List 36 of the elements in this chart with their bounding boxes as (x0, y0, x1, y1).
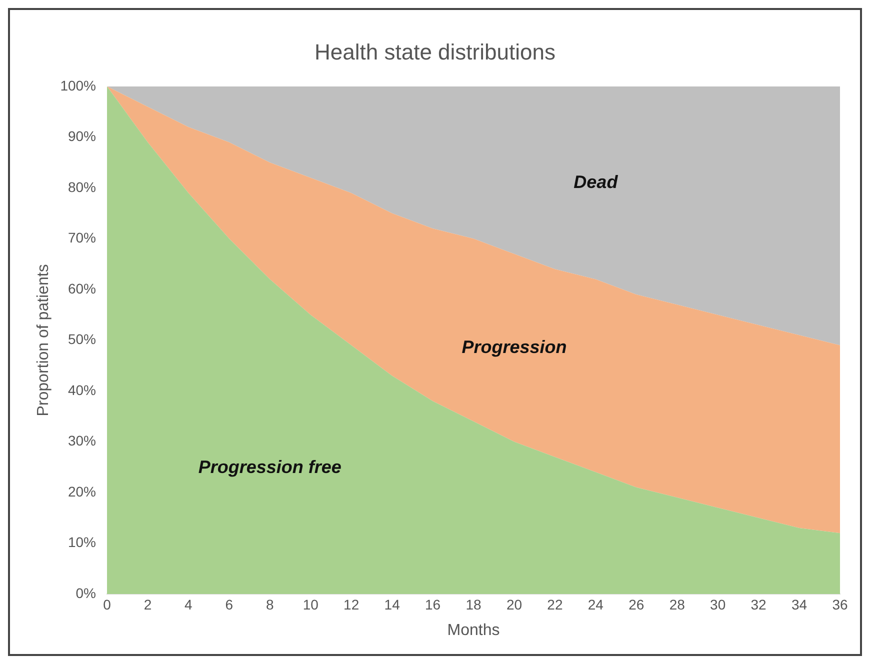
x-tick-label: 14 (384, 596, 400, 612)
x-tick-label: 12 (344, 596, 360, 612)
x-tick-label: 24 (588, 596, 604, 612)
x-tick-label: 36 (832, 596, 848, 612)
y-tick-label: 80% (68, 178, 96, 195)
x-tick-label: 16 (424, 596, 441, 612)
x-tick-label: 18 (466, 596, 482, 612)
x-tick-label: 32 (750, 596, 767, 612)
x-axis-title: Months (447, 622, 500, 639)
y-tick-label: 10% (68, 534, 96, 550)
x-tick-label: 26 (628, 596, 644, 612)
y-tick-label: 50% (68, 331, 96, 348)
x-tick-label: 8 (266, 596, 274, 612)
series-label: Progression free (198, 457, 342, 478)
chart-title: Health state distributions (314, 39, 556, 64)
y-tick-label: 100% (60, 77, 96, 94)
y-tick-label: 70% (68, 230, 96, 246)
y-tick-label: 40% (68, 382, 96, 398)
x-tick-label: 0 (103, 596, 112, 612)
x-tick-label: 34 (791, 596, 808, 612)
x-tick-label: 4 (184, 596, 193, 612)
y-axis-title: Proportion of patients (35, 264, 52, 416)
x-tick-label: 20 (506, 596, 522, 612)
y-tick-label: 0% (76, 584, 96, 601)
y-tick-label: 60% (68, 280, 96, 296)
series-label: Progression (462, 336, 567, 357)
y-tick-label: 30% (68, 432, 96, 449)
y-tick-label: 20% (68, 483, 96, 500)
series-label: Dead (574, 172, 619, 192)
x-tick-label: 22 (547, 596, 563, 612)
x-tick-label: 2 (144, 596, 152, 612)
x-tick-label: 30 (710, 596, 726, 612)
x-tick-label: 6 (225, 596, 234, 612)
y-tick-label: 90% (68, 128, 96, 144)
x-tick-label: 28 (669, 596, 686, 612)
x-tick-label: 10 (302, 596, 319, 612)
